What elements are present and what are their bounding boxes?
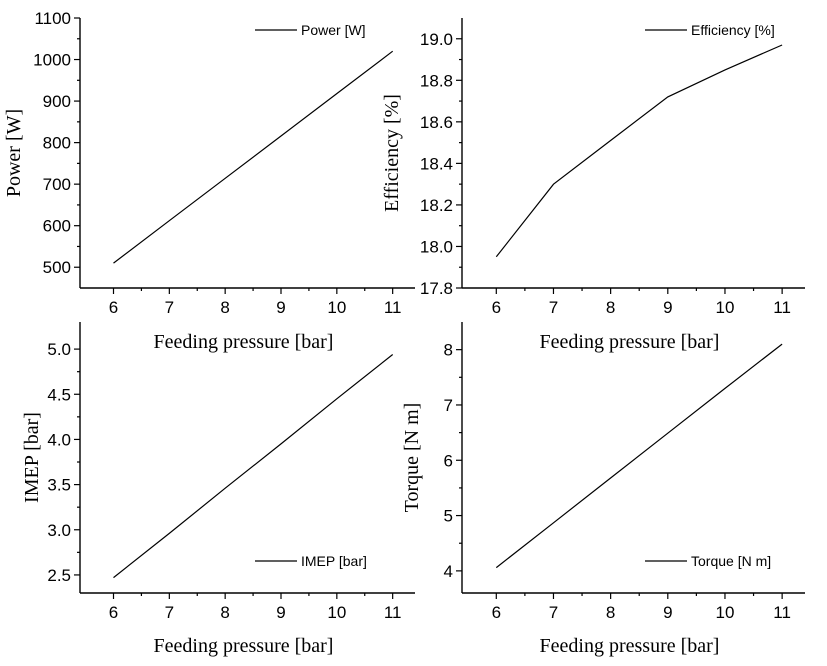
legend-label: IMEP [bar] <box>301 553 367 569</box>
x-tick-label: 10 <box>327 298 346 317</box>
y-tick-label: 700 <box>43 175 71 194</box>
y-tick-label: 17.8 <box>420 279 453 298</box>
y-tick-label: 18.6 <box>420 113 453 132</box>
legend-label: Power [W] <box>301 22 366 38</box>
y-tick-label: 19.0 <box>420 30 453 49</box>
y-tick-label: 900 <box>43 92 71 111</box>
chart-panel-1: 6 7 8 9 10 11 500 600 700 800 900 1000 1100 Feeding p… <box>3 9 415 353</box>
y-tick-label: 600 <box>43 217 71 236</box>
x-tick-label: 11 <box>773 298 791 317</box>
x-axis-title: Feeding pressure [bar] <box>540 331 720 353</box>
x-tick-label: 10 <box>716 298 735 317</box>
y-tick-label: 4.5 <box>47 385 71 404</box>
legend-label: Efficiency [%] <box>691 22 775 38</box>
x-tick-label: 10 <box>327 603 346 622</box>
x-tick-label: 9 <box>276 298 285 317</box>
x-tick-label: 8 <box>606 298 615 317</box>
y-tick-label: 6 <box>444 451 453 470</box>
x-tick-label: 6 <box>492 298 501 317</box>
y-tick-label: 500 <box>43 258 71 277</box>
y-tick-label: 8 <box>444 341 453 360</box>
x-tick-label: 8 <box>606 603 615 622</box>
y-tick-label: 18.0 <box>420 237 453 256</box>
x-tick-label: 8 <box>220 298 229 317</box>
x-tick-label: 9 <box>663 298 672 317</box>
y-tick-label: 4 <box>444 562 453 581</box>
x-tick-label: 7 <box>549 603 558 622</box>
y-tick-label: 3.5 <box>47 476 71 495</box>
y-tick-label: 5.0 <box>47 340 71 359</box>
y-tick-label: 1000 <box>33 51 71 70</box>
series-line <box>113 354 394 579</box>
x-tick-label: 11 <box>384 298 402 317</box>
y-tick-label: 800 <box>43 134 71 153</box>
y-tick-label: 7 <box>444 396 453 415</box>
chart-panel-4: 6 7 8 9 10 11 4 5 6 7 8 Feeding pressure [bar] Torqu… <box>401 322 805 657</box>
x-tick-label: 8 <box>220 603 229 622</box>
series-line <box>495 44 783 258</box>
chart-panel-3: 6 7 8 9 10 11 2.5 3.0 3.5 4.0 4.5 5.0 Feeding pressu… <box>21 322 415 657</box>
x-tick-label: 9 <box>663 603 672 622</box>
x-axis-title: Feeding pressure [bar] <box>154 331 334 353</box>
x-tick-label: 10 <box>716 603 735 622</box>
x-tick-label: 9 <box>276 603 285 622</box>
y-tick-label: 5 <box>444 507 453 526</box>
legend-label: Torque [N m] <box>691 553 771 569</box>
y-tick-label: 18.2 <box>420 196 453 215</box>
y-axis-title: Efficiency [%] <box>381 94 403 212</box>
x-axis-title: Feeding pressure [bar] <box>154 635 334 657</box>
x-tick-label: 7 <box>165 298 174 317</box>
chart-panel-2: 6 7 8 9 10 11 17.8 18.0 18.2 18.4 18.6 18.8 19.0 Feed… <box>381 18 805 353</box>
y-tick-label: 4.0 <box>47 430 71 449</box>
y-tick-label: 18.8 <box>420 71 453 90</box>
x-tick-label: 7 <box>549 298 558 317</box>
x-tick-label: 7 <box>165 603 174 622</box>
series-line <box>113 50 394 264</box>
x-tick-label: 6 <box>109 603 118 622</box>
y-axis-title: Power [W] <box>3 109 25 197</box>
y-tick-label: 1100 <box>34 9 71 28</box>
y-axis-title: IMEP [bar] <box>21 412 43 503</box>
x-tick-label: 11 <box>384 603 402 622</box>
y-tick-label: 3.0 <box>47 521 71 540</box>
x-tick-label: 11 <box>773 603 791 622</box>
x-axis-title: Feeding pressure [bar] <box>540 635 720 657</box>
y-axis-title: Torque [N m] <box>401 403 423 513</box>
x-tick-label: 6 <box>109 298 118 317</box>
series-line <box>495 343 783 569</box>
y-tick-label: 2.5 <box>47 566 71 585</box>
y-tick-label: 18.4 <box>420 154 453 173</box>
x-tick-label: 6 <box>492 603 501 622</box>
